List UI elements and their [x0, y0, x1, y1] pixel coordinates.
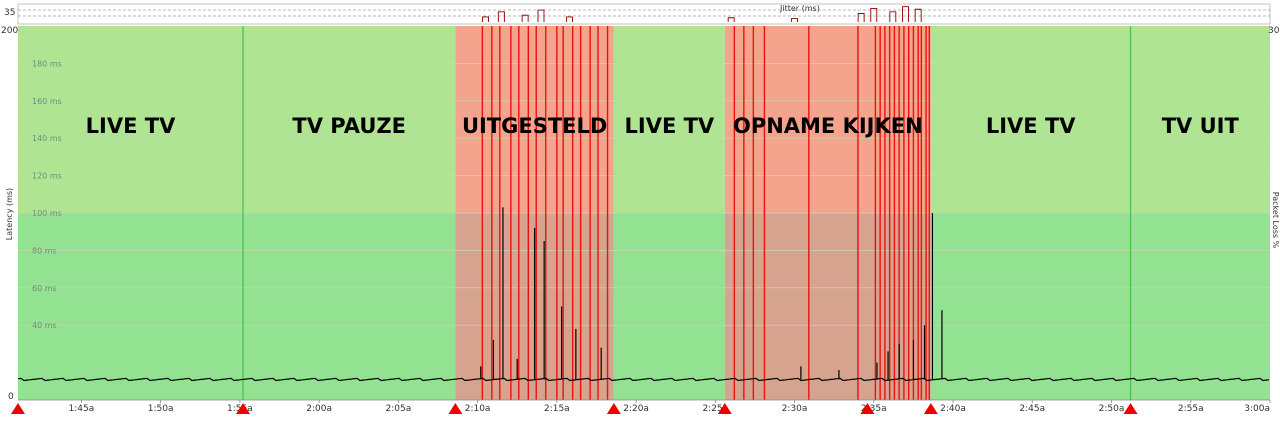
- jitter-step: [857, 13, 865, 22]
- gridline-label: 140 ms: [32, 134, 62, 143]
- gridline-label: 160 ms: [32, 97, 62, 106]
- x-tick-label: 3:00a: [1244, 404, 1270, 414]
- zone-label: LIVE TV: [986, 114, 1076, 138]
- x-tick-label: 2:50a: [1099, 404, 1125, 414]
- gridline-label: 60 ms: [32, 284, 57, 293]
- zone-band-lower: [613, 213, 725, 400]
- jitter-step: [902, 6, 909, 22]
- x-tick-label: 2:40a: [940, 404, 966, 414]
- x-tick-label: 2:20a: [623, 404, 649, 414]
- jitter-panel-label: Jitter (ms): [779, 4, 820, 13]
- x-tick-label: 2:35a: [861, 404, 887, 414]
- y2-axis-title: Packet Loss %: [1271, 192, 1280, 249]
- x-tick-label: 2:10a: [465, 404, 491, 414]
- jitter-step: [497, 11, 505, 22]
- jitter-step: [870, 7, 878, 22]
- jitter-step: [914, 8, 922, 22]
- x-tick-label: 2:05a: [385, 404, 411, 414]
- event-marker: [1123, 403, 1138, 414]
- x-tick-label: 2:45a: [1019, 404, 1045, 414]
- gridline-label: 180 ms: [32, 59, 62, 68]
- y-axis-min-label: 0: [8, 392, 14, 402]
- event-marker: [717, 403, 732, 414]
- zone-band-upper: [930, 26, 1131, 213]
- jitter-step: [521, 14, 529, 22]
- zone-band-upper: [724, 26, 931, 213]
- gridline-label: 40 ms: [32, 321, 57, 330]
- x-tick-label: 2:30a: [782, 404, 808, 414]
- jitter-step: [889, 11, 897, 22]
- x-tick-label: 2:55a: [1178, 404, 1204, 414]
- event-marker: [236, 403, 251, 414]
- zone-label: UITGESTELD: [462, 114, 607, 138]
- event-marker: [448, 403, 463, 414]
- jitter-step: [566, 16, 573, 22]
- event-marker: [923, 403, 938, 414]
- x-tick-label: 2:15a: [544, 404, 570, 414]
- zone-label: TV UIT: [1162, 114, 1240, 138]
- jitter-value-label: 35: [4, 8, 15, 18]
- jitter-panel-frame: [17, 3, 1271, 25]
- jitter-step: [482, 16, 489, 22]
- gridline-label: 100 ms: [32, 209, 62, 218]
- x-tick-label: 2:25a: [702, 404, 728, 414]
- zone-band-upper: [18, 26, 244, 213]
- event-marker: [11, 403, 25, 414]
- jitter-step: [537, 9, 545, 22]
- zone-band-upper: [1130, 26, 1270, 213]
- zone-band-lower: [18, 213, 244, 400]
- jitter-panel: 35 Jitter (ms): [4, 3, 1271, 25]
- x-tick-label: 2:00a: [306, 404, 332, 414]
- zone-band-lower: [1130, 213, 1270, 400]
- latency-line: [17, 377, 1270, 382]
- y-axis-max-label: 200: [1, 26, 18, 36]
- zone-band-lower: [930, 213, 1131, 400]
- x-tick-label: 1:50a: [148, 404, 174, 414]
- gridline-label: 80 ms: [32, 246, 57, 255]
- jitter-step: [791, 18, 799, 22]
- zone-band-lower: [724, 213, 931, 400]
- zone-band-upper: [613, 26, 725, 213]
- zone-band-lower: [243, 213, 456, 400]
- zone-label: TV PAUZE: [292, 114, 406, 138]
- y-axis-title: Latency (ms): [5, 188, 14, 240]
- jitter-step: [727, 17, 735, 22]
- y2-axis-max-label: 30: [1268, 26, 1280, 36]
- event-marker: [606, 403, 621, 414]
- event-marker: [860, 403, 875, 414]
- zone-label: LIVE TV: [625, 114, 715, 138]
- zone-label: OPNAME KIJKEN: [733, 114, 923, 138]
- x-tick-label: 1:45a: [69, 404, 95, 414]
- gridline-label: 120 ms: [32, 172, 62, 181]
- zone-label: LIVE TV: [86, 114, 176, 138]
- zone-band-upper: [243, 26, 456, 213]
